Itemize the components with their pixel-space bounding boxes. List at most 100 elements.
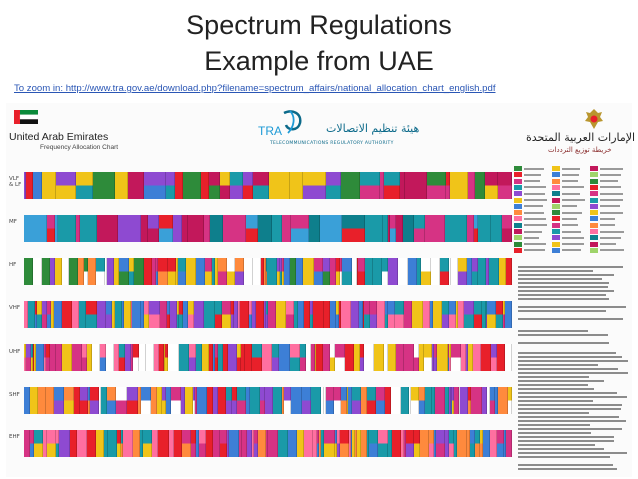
legend-text [600, 236, 621, 239]
allocation-segment [413, 430, 420, 457]
chart-notes-arabic [518, 266, 628, 346]
allocation-segment [24, 172, 26, 199]
allocation-segment [196, 387, 207, 414]
allocation-segment [358, 301, 363, 328]
allocation-segment [165, 387, 171, 414]
allocation-segment [282, 258, 284, 285]
allocation-segment [335, 344, 345, 371]
notes-text-line [518, 396, 627, 398]
allocation-segment [453, 387, 459, 414]
allocation-segment [64, 387, 74, 414]
allocation-segment [122, 301, 124, 328]
allocation-segment [348, 430, 351, 457]
legend-swatch [514, 203, 522, 209]
allocation-segment [26, 172, 33, 199]
legend-swatch [590, 166, 598, 171]
allocation-segment [210, 215, 223, 242]
allocation-segment [108, 430, 117, 457]
legend-text [562, 211, 582, 214]
allocation-segment [335, 258, 340, 285]
allocation-segment [239, 430, 242, 457]
allocation-segment [238, 301, 240, 328]
allocation-segment [417, 258, 421, 285]
allocation-segment [384, 344, 388, 371]
uae-emblem-icon [585, 109, 603, 129]
allocation-segment [295, 258, 303, 285]
legend-swatch [552, 247, 560, 253]
tra-arabic-name: هيئة تنظيم الاتصالات [326, 122, 420, 135]
legend-swatch [514, 216, 522, 222]
allocation-segment [436, 344, 448, 371]
allocation-segment [220, 430, 227, 457]
allocation-segment [143, 430, 152, 457]
allocation-segment [145, 344, 154, 371]
allocation-segment [480, 344, 491, 371]
allocation-segment [230, 172, 243, 199]
legend-swatch [552, 203, 560, 209]
allocation-segment [351, 258, 357, 285]
allocation-segment [231, 387, 237, 414]
notes-text-line [518, 428, 622, 430]
allocation-segment [168, 258, 176, 285]
uae-flag-icon [14, 110, 38, 124]
allocation-segment [312, 430, 317, 457]
allocation-segment [121, 430, 123, 457]
allocation-segment [194, 301, 204, 328]
band-row-vhf [24, 301, 512, 328]
allocation-segment [384, 172, 400, 199]
allocation-segment [259, 387, 265, 414]
allocation-segment [254, 430, 258, 457]
allocation-segment [323, 344, 330, 371]
legend-swatch [590, 197, 598, 203]
allocation-segment [183, 301, 188, 328]
allocation-segment [191, 430, 196, 457]
notes-text-line [518, 432, 591, 434]
svg-text:TRA: TRA [258, 124, 282, 138]
allocation-segment [105, 344, 114, 371]
allocation-segment [80, 215, 97, 242]
allocation-segment [350, 301, 359, 328]
zoom-link[interactable]: To zoom in: http://www.tra.gov.ae/downlo… [14, 83, 496, 94]
allocation-segment [167, 301, 170, 328]
allocation-segment [291, 215, 309, 242]
allocation-segment [86, 301, 97, 328]
allocation-segment [55, 344, 62, 371]
allocation-segment [105, 258, 107, 285]
allocation-segment [148, 215, 159, 242]
legend-text [600, 205, 620, 208]
allocation-segment [149, 301, 160, 328]
chart-notes-english [518, 352, 628, 472]
allocation-segment [378, 430, 388, 457]
notes-text-line [518, 388, 594, 390]
allocation-segment [180, 387, 185, 414]
allocation-segment [263, 258, 266, 285]
notes-text-line [518, 376, 589, 378]
legend-swatch [514, 172, 522, 178]
allocation-segment [496, 344, 505, 371]
allocation-segment [217, 387, 226, 414]
allocation-segment [130, 344, 133, 371]
allocation-segment [482, 387, 487, 414]
legend-text [524, 236, 539, 239]
allocation-segment [342, 215, 365, 242]
legend-text [524, 224, 547, 227]
allocation-segment [217, 344, 223, 371]
legend-text [600, 217, 615, 220]
allocation-segment [246, 215, 258, 242]
allocation-segment [163, 344, 165, 371]
allocation-segment [209, 344, 213, 371]
allocation-segment [114, 258, 119, 285]
allocation-segment [61, 344, 72, 371]
allocation-segment [490, 344, 497, 371]
band-row-mf [24, 215, 512, 242]
allocation-segment [297, 301, 304, 328]
allocation-segment [367, 430, 369, 457]
allocation-segment [244, 344, 252, 371]
allocation-segment [310, 387, 321, 414]
allocation-segment [287, 430, 297, 457]
allocation-segment [369, 430, 378, 457]
allocation-segment [76, 215, 80, 242]
allocation-segment [128, 172, 144, 199]
legend-text [524, 167, 544, 170]
legend-swatch [514, 222, 522, 228]
